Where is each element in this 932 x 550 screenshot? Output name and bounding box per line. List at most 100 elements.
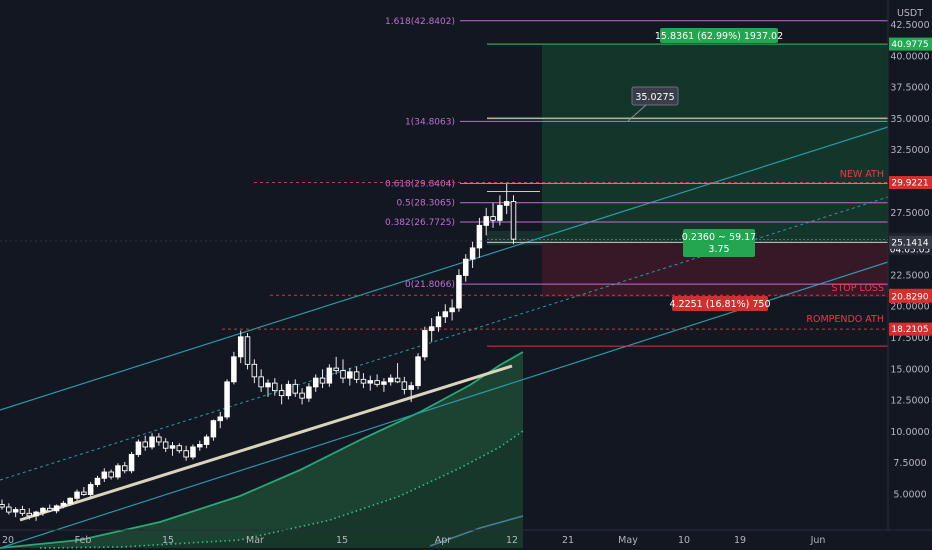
candle-up bbox=[40, 507, 46, 513]
candle-up bbox=[435, 316, 442, 328]
stop-label-text: 4.2251 (16.81%) 750 bbox=[669, 299, 770, 310]
candle-up bbox=[387, 377, 394, 383]
candle-up bbox=[503, 201, 510, 206]
price-tick-label: 32.5000 bbox=[890, 145, 929, 156]
price-badge-text: 29.9221 bbox=[891, 179, 928, 189]
time-axis[interactable]: 20 Feb 15 Mar 15 Apr 12 21 May 10 19 Jun bbox=[2, 535, 825, 546]
candle-up bbox=[237, 336, 244, 358]
fib-level-label: 0.5(28.3065) bbox=[396, 199, 455, 209]
fib-level-label: 1(34.8063) bbox=[405, 117, 455, 127]
candle-up bbox=[428, 326, 435, 331]
time-tick-label: 20 bbox=[2, 535, 14, 546]
price-tick-label: 15.0000 bbox=[890, 364, 929, 375]
price-tick-label: 7.5000 bbox=[893, 458, 926, 469]
candle-up bbox=[497, 204, 503, 221]
profit-zone bbox=[542, 45, 888, 243]
candle-up bbox=[12, 509, 19, 513]
candle-up bbox=[326, 367, 333, 384]
candle-down bbox=[142, 441, 148, 448]
ma-line-lower bbox=[39, 430, 524, 549]
candle-up bbox=[190, 446, 196, 458]
candle-up bbox=[415, 356, 421, 387]
candle-down bbox=[278, 390, 285, 397]
candle-up bbox=[265, 382, 271, 388]
fib-level-label: 0(21.8066) bbox=[405, 280, 455, 290]
candle-up bbox=[463, 258, 469, 276]
callout-box bbox=[631, 86, 679, 106]
candle-up bbox=[285, 383, 292, 397]
candle-up bbox=[74, 491, 80, 499]
price-badge bbox=[889, 235, 932, 249]
price-badge-text: 18.2105 bbox=[891, 325, 928, 335]
candle-up bbox=[381, 381, 387, 385]
candle-up bbox=[456, 274, 462, 309]
stop-label-box bbox=[672, 296, 768, 311]
ratio-label-line1: 0.2360 ~ 59.17 bbox=[682, 232, 756, 243]
price-badge bbox=[889, 322, 932, 336]
candle-up bbox=[210, 420, 217, 438]
candle-down bbox=[122, 465, 128, 472]
price-tick-label: 40.0000 bbox=[890, 51, 929, 62]
callout-pointer bbox=[627, 104, 647, 122]
candle-down bbox=[183, 450, 189, 458]
fibonacci-group: 1.618(42.8402) 1(34.8063) 0.618(29.8404) 0.… bbox=[385, 17, 888, 290]
candle-up bbox=[33, 511, 39, 517]
price-badge bbox=[889, 176, 932, 190]
target-label-box bbox=[660, 28, 778, 43]
candle-down bbox=[333, 367, 339, 372]
price-tick-label: 37.5000 bbox=[890, 83, 929, 94]
candle-up bbox=[135, 441, 142, 455]
time-tick-label: 15 bbox=[162, 535, 174, 546]
candle-up bbox=[347, 371, 353, 379]
candle-up bbox=[94, 477, 101, 485]
price-badge bbox=[889, 37, 932, 51]
candle-down bbox=[374, 380, 380, 385]
candle-down bbox=[156, 436, 162, 443]
new-ath-label: NEW ATH bbox=[840, 169, 884, 180]
time-tick-label: Mar bbox=[246, 535, 264, 546]
candle-up bbox=[367, 380, 374, 384]
price-tick-label: 10.0000 bbox=[890, 427, 929, 438]
candle-up bbox=[217, 416, 223, 422]
candle-down bbox=[0, 504, 5, 508]
price-tick-label: 5.0000 bbox=[893, 490, 926, 501]
currency-label: USDT bbox=[897, 8, 923, 19]
price-tick-label: 17.5000 bbox=[890, 333, 929, 344]
price-tick-label: 22.5000 bbox=[890, 270, 929, 281]
rompendo-ath-label: ROMPENDO ATH bbox=[806, 314, 884, 325]
candle-down bbox=[81, 491, 87, 495]
candle-up bbox=[169, 445, 176, 449]
fib-level-label: 1.618(42.8402) bbox=[385, 17, 455, 27]
candle-up bbox=[442, 311, 449, 318]
candle-up bbox=[203, 436, 210, 445]
candle-up bbox=[224, 381, 230, 418]
candle-down bbox=[108, 471, 114, 478]
candle-down bbox=[510, 201, 517, 240]
candle-up bbox=[101, 471, 108, 479]
price-badge-text: 25.1414 bbox=[891, 238, 928, 248]
time-tick-label: Feb bbox=[75, 535, 92, 546]
time-tick-label: 10 bbox=[678, 535, 690, 546]
price-tick-label: 35.0000 bbox=[890, 114, 929, 125]
candle-up bbox=[449, 307, 455, 313]
candle-down bbox=[251, 363, 258, 378]
candle-up bbox=[408, 385, 414, 390]
price-badge-text: 20.8290 bbox=[891, 292, 928, 302]
candle-up bbox=[67, 497, 73, 504]
candle-down bbox=[292, 383, 299, 394]
callout-text: 35.0275 bbox=[635, 92, 674, 103]
time-tick-label: 21 bbox=[562, 535, 574, 546]
candle-up bbox=[476, 224, 483, 249]
target-label-text: 15.8361 (62.99%) 1937.02 bbox=[655, 31, 783, 42]
candle-down bbox=[19, 509, 26, 514]
candle-up bbox=[60, 502, 67, 507]
ma-line-bottom bbox=[429, 515, 524, 547]
candle-down bbox=[299, 392, 305, 399]
candle-down bbox=[46, 507, 53, 512]
candle-up bbox=[231, 356, 237, 383]
candle-up bbox=[469, 247, 476, 260]
price-badge bbox=[889, 289, 932, 303]
candle-down bbox=[272, 382, 278, 392]
candle-up bbox=[483, 216, 489, 226]
